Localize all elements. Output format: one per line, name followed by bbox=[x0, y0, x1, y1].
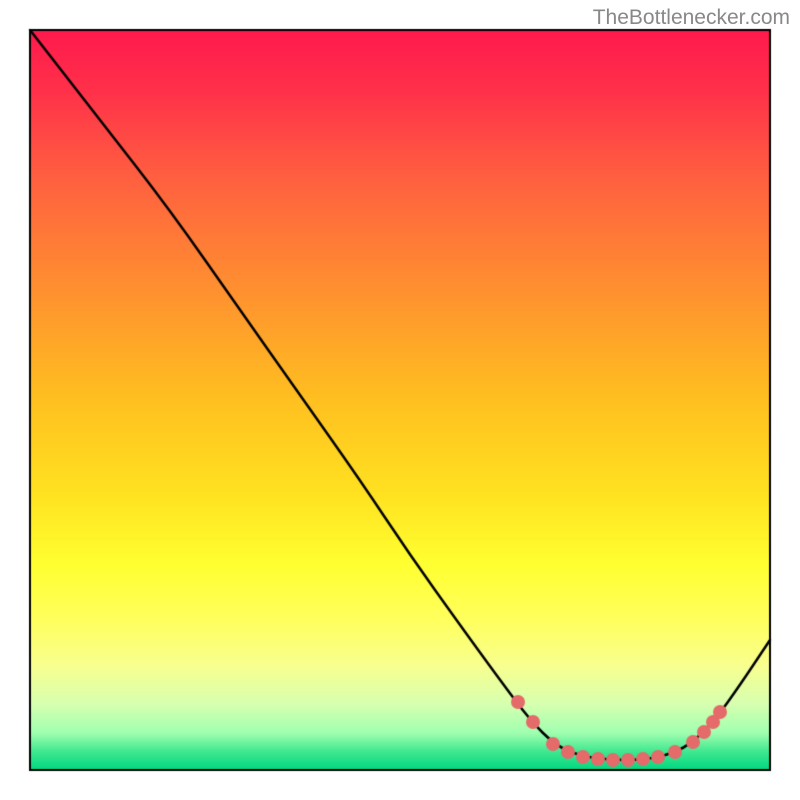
bottleneck-curve-chart bbox=[0, 0, 800, 800]
attribution-label: TheBottlenecker.com bbox=[593, 6, 790, 30]
